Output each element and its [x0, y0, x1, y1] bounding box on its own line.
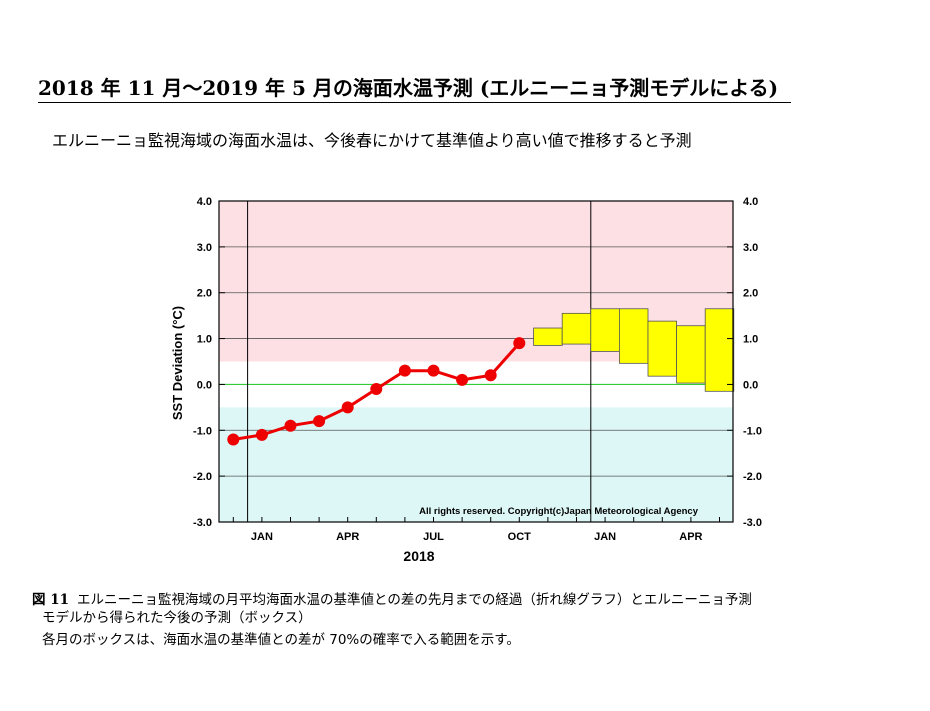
x-tick-label: APR — [679, 531, 702, 543]
sst-chart: 4.0 4.0 3.0 3.0 2.0 2.0 1.0 1.0 0.0 0.0 -1.0 -1.0 -2… — [170, 196, 762, 564]
observed-point — [284, 419, 297, 432]
forecast-box — [533, 327, 563, 346]
y-tick-label-right: -1.0 — [743, 425, 762, 437]
y-axis-label: SST Deviation (°C) — [170, 306, 185, 420]
y-tick-label-left: 0.0 — [197, 379, 212, 391]
y-tick-label-right: 4.0 — [743, 196, 758, 208]
forecast-box — [676, 325, 706, 384]
title-underline — [38, 102, 791, 103]
cold-band — [219, 407, 733, 522]
observed-point — [513, 337, 526, 350]
x-tick-label: APR — [336, 531, 359, 543]
observed-point — [227, 433, 240, 446]
x-tick-label: OCT — [508, 531, 532, 543]
observed-point — [484, 369, 497, 382]
caption-note: 各月のボックスは、海面水温の基準値との差が 70%の確率で入る範囲を示す。 — [42, 632, 520, 648]
page-subtitle: エルニーニョ監視海域の海面水温は、今後春にかけて基準値より高い値で推移すると予測 — [52, 131, 692, 150]
x-tick-label: JAN — [594, 531, 616, 543]
copyright-note: All rights reserved. Copyright(c)Japan M… — [419, 506, 699, 517]
y-tick-label-left: -2.0 — [193, 471, 212, 483]
forecast-box — [619, 308, 649, 364]
caption-label: 図 11 — [32, 592, 69, 608]
y-tick-label-left: -1.0 — [193, 425, 212, 437]
x-axis-year-label: 2018 — [403, 548, 434, 564]
x-tick-label: JAN — [251, 531, 273, 543]
forecast-box — [561, 312, 592, 345]
y-tick-label-left: -3.0 — [193, 517, 212, 529]
y-tick-label-right: -3.0 — [743, 517, 762, 529]
observed-point — [427, 364, 440, 377]
forecast-box — [590, 308, 620, 352]
plot-frame — [218, 200, 734, 523]
y-tick-label-left: 3.0 — [197, 242, 212, 254]
caption-text-line2: モデルから得られた今後の予測（ボックス） — [42, 610, 312, 626]
observed-point — [370, 383, 383, 396]
y-tick-label-right: -2.0 — [743, 471, 762, 483]
forecast-box — [647, 320, 678, 377]
forecast-box — [704, 308, 735, 392]
y-tick-label-right: 3.0 — [743, 242, 758, 254]
caption-text-line1: エルニーニョ監視海域の月平均海面水温の基準値との差の先月までの経過（折れ線グラフ… — [77, 592, 752, 608]
page-title: 2018 年 11 月～2019 年 5 月の海面水温予測 (エルニーニョ予測モ… — [38, 76, 779, 100]
figure-caption: 図 11 エルニーニョ監視海域の月平均海面水温の基準値との差の先月までの経過（折れ… — [32, 591, 912, 649]
y-tick-label-left: 4.0 — [197, 196, 212, 208]
y-tick-label-left: 1.0 — [197, 334, 212, 346]
observed-point — [398, 364, 411, 377]
x-tick-label: JUL — [423, 531, 444, 543]
observed-point — [313, 415, 326, 428]
y-tick-label-right: 0.0 — [743, 379, 758, 391]
y-tick-label-right: 2.0 — [743, 288, 758, 300]
y-tick-label-left: 2.0 — [197, 288, 212, 300]
observed-point — [255, 428, 268, 441]
observed-point — [456, 373, 469, 386]
observed-point — [341, 401, 354, 414]
y-tick-label-right: 1.0 — [743, 334, 758, 346]
